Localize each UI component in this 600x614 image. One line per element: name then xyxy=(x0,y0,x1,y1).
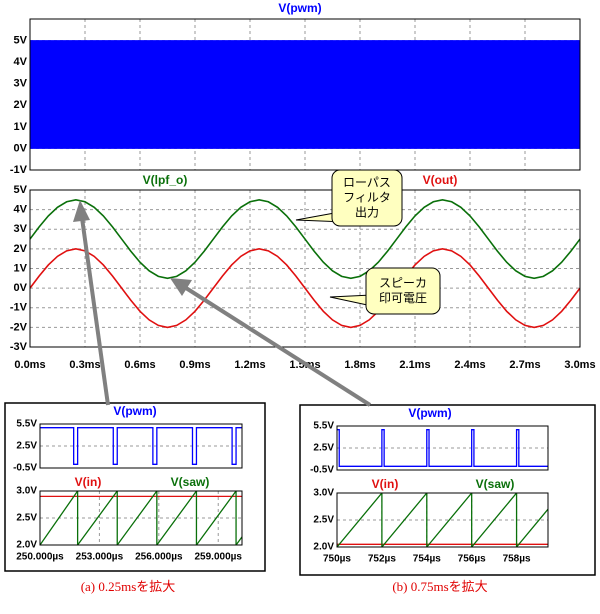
series-label: V(in) xyxy=(75,475,102,489)
callout-box xyxy=(331,169,403,227)
series-label: V(saw) xyxy=(476,477,515,491)
plot: -1V 0V 1V 2V 3V 4V 5V V(pwm) xyxy=(10,1,581,176)
signal-line xyxy=(337,429,548,467)
plot: -0.5V 2.5V 5.5V V(pwm) xyxy=(13,404,243,474)
x-tick-label: 0.0ms xyxy=(14,359,45,371)
x-tick-label: 253.000µs xyxy=(76,552,124,563)
y-tick-label: 5.5V xyxy=(16,419,37,430)
x-tick-label: 756µs xyxy=(458,554,486,565)
signal-line xyxy=(40,427,242,465)
x-tick-label: 256.000µs xyxy=(135,552,183,563)
series-label: V(pwm) xyxy=(113,404,156,418)
y-tick-label: 5.5V xyxy=(313,421,334,432)
callout-text: 出力 xyxy=(355,206,379,220)
plot-frame xyxy=(39,490,243,546)
arrow xyxy=(184,286,372,407)
y-tick-label: 3.0V xyxy=(16,486,37,497)
y-tick-label: -2V xyxy=(10,321,28,333)
plot: 2.0V 2.5V 3.0V 750µs 752µs 754µs 756µs 758µs V(i… xyxy=(313,477,549,565)
plot: 2.0V 2.5V 3.0V 250.000µs 253.000µs 256.000µs 2… xyxy=(16,475,243,563)
arrow-head xyxy=(73,200,90,222)
callout-text: フィルタ xyxy=(343,191,391,205)
y-tick-label: -0.5V xyxy=(13,463,37,474)
y-tick-label: 5V xyxy=(14,34,28,46)
series-label: V(pwm) xyxy=(278,1,321,15)
y-tick-label: 2.5V xyxy=(16,441,37,452)
signal-line xyxy=(30,248,580,329)
callout-text: ローパス xyxy=(343,176,391,190)
x-tick-label: 750µs xyxy=(323,554,351,565)
x-tick-label: 0.3ms xyxy=(69,359,100,371)
y-tick-label: 4V xyxy=(14,56,28,68)
x-tick-label: 2.4ms xyxy=(454,359,485,371)
y-tick-label: 3V xyxy=(14,78,28,90)
callout-box xyxy=(365,267,441,315)
y-tick-label: 0V xyxy=(14,282,28,294)
y-tick-label: 3V xyxy=(14,223,28,235)
plot-frame xyxy=(336,492,549,548)
callout-text: 印可電圧 xyxy=(379,291,427,305)
x-tick-label: 0.6ms xyxy=(124,359,155,371)
signal-line xyxy=(30,198,580,280)
y-tick-label: 4V xyxy=(14,204,28,216)
arrows xyxy=(73,200,372,407)
callout-seam xyxy=(333,188,338,202)
y-tick-label: 0V xyxy=(14,142,28,154)
signal-line xyxy=(337,493,548,547)
x-tick-label: 1.2ms xyxy=(234,359,265,371)
x-tick-label: 1.8ms xyxy=(344,359,375,371)
x-tick-label: 0.9ms xyxy=(179,359,210,371)
arrow xyxy=(80,217,110,406)
series-label: V(in) xyxy=(372,477,399,491)
y-tick-label: 3.0V xyxy=(313,488,334,499)
x-tick-label: 754µs xyxy=(413,554,441,565)
y-tick-label: -3V xyxy=(10,341,28,353)
y-tick-label: 1V xyxy=(14,262,28,274)
plot: -3V -2V -1V 0V 1V 2V 3V 4V 5V 0.0ms 0.3ms 0.6ms 0.9m… xyxy=(10,173,596,371)
y-tick-label: 2V xyxy=(14,99,28,111)
plot-frame xyxy=(29,189,581,348)
series-label: V(lpf_o) xyxy=(143,173,188,187)
x-tick-label: 758µs xyxy=(503,554,531,565)
plot-frame xyxy=(336,425,549,471)
y-tick-label: 2.0V xyxy=(313,542,334,553)
y-tick-label: 2.5V xyxy=(313,443,334,454)
signal-band xyxy=(30,40,580,149)
x-tick-label: 250.000µs xyxy=(16,552,64,563)
caption: (b) 0.75msを拡大 xyxy=(392,579,487,594)
x-tick-label: 259.000µs xyxy=(194,552,242,563)
y-tick-label: 2V xyxy=(14,243,28,255)
y-tick-label: 1V xyxy=(14,121,28,133)
series-label: V(pwm) xyxy=(408,406,451,420)
y-tick-label: 2.5V xyxy=(313,515,334,526)
series-label: V(saw) xyxy=(171,475,210,489)
x-tick-label: 2.1ms xyxy=(399,359,430,371)
callout-seam xyxy=(367,286,372,300)
y-tick-label: -1V xyxy=(10,164,28,176)
x-tick-label: 752µs xyxy=(368,554,396,565)
x-tick-label: 3.0ms xyxy=(564,359,595,371)
signal-line xyxy=(40,491,242,545)
y-tick-label: 2.0V xyxy=(16,540,37,551)
callout-text: スピーカ xyxy=(379,276,427,290)
series-label: V(out) xyxy=(423,173,458,187)
plot-frame xyxy=(29,18,581,171)
y-tick-label: -0.5V xyxy=(310,465,334,476)
y-tick-label: -1V xyxy=(10,302,28,314)
plot: -0.5V 2.5V 5.5V V(pwm) xyxy=(310,406,549,476)
caption: (a) 0.25msを拡大 xyxy=(81,579,176,594)
y-tick-label: 5V xyxy=(14,184,28,196)
x-tick-label: 2.7ms xyxy=(509,359,540,371)
arrow-head xyxy=(170,278,192,296)
plot-frame xyxy=(39,423,243,469)
y-tick-label: 2.5V xyxy=(16,513,37,524)
